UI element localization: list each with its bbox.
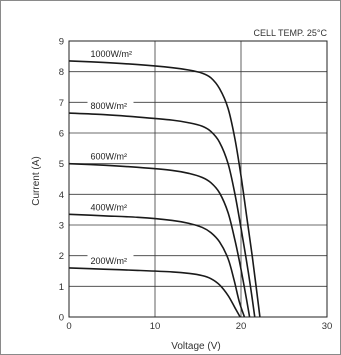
x-tick-label: 0 (66, 321, 71, 332)
y-tick-label: 5 (59, 159, 64, 170)
ticks: 0 1 2 3 4 5 6 7 8 9 0 10 20 30 (59, 37, 333, 333)
curve-label-bg (87, 149, 134, 162)
curve-label-bg (87, 99, 134, 112)
iv-curve (68, 60, 261, 318)
y-tick-label: 0 (59, 313, 64, 324)
curve-label: 200W/m² (91, 256, 128, 266)
curve-label-bg (87, 200, 134, 213)
curve-label-bg (87, 253, 134, 266)
y-tick-label: 8 (59, 67, 64, 78)
y-tick-label: 7 (59, 98, 64, 109)
curve-labels: 1000W/m² 800W/m² 600W/m² 400W/m² 200W/m² (87, 46, 140, 266)
curve-label: 400W/m² (91, 202, 128, 212)
iv-curve (68, 267, 241, 318)
x-tick-label: 10 (150, 321, 161, 332)
curve-label: 600W/m² (91, 152, 128, 162)
y-tick-label: 2 (59, 251, 64, 262)
cell-temp-annotation: CELL TEMP. 25°C (254, 28, 328, 38)
x-axis-title: Voltage (V) (171, 341, 220, 352)
y-tick-label: 4 (59, 190, 64, 201)
curve-label: 1000W/m² (91, 49, 133, 59)
y-axis-title: Current (A) (31, 156, 42, 205)
iv-curve (68, 162, 251, 318)
curve-label-bg (87, 46, 140, 59)
y-tick-label: 3 (59, 221, 64, 232)
x-tick-label: 30 (322, 321, 333, 332)
iv-curve (68, 112, 256, 318)
curve-label: 800W/m² (91, 101, 128, 111)
curves (68, 60, 261, 318)
y-tick-label: 9 (59, 37, 64, 48)
y-tick-label: 6 (59, 129, 64, 140)
plot-area (69, 41, 327, 317)
iv-curve (68, 213, 246, 318)
plot-border (68, 40, 328, 318)
x-tick-label: 20 (236, 321, 247, 332)
y-tick-label: 1 (59, 282, 64, 293)
